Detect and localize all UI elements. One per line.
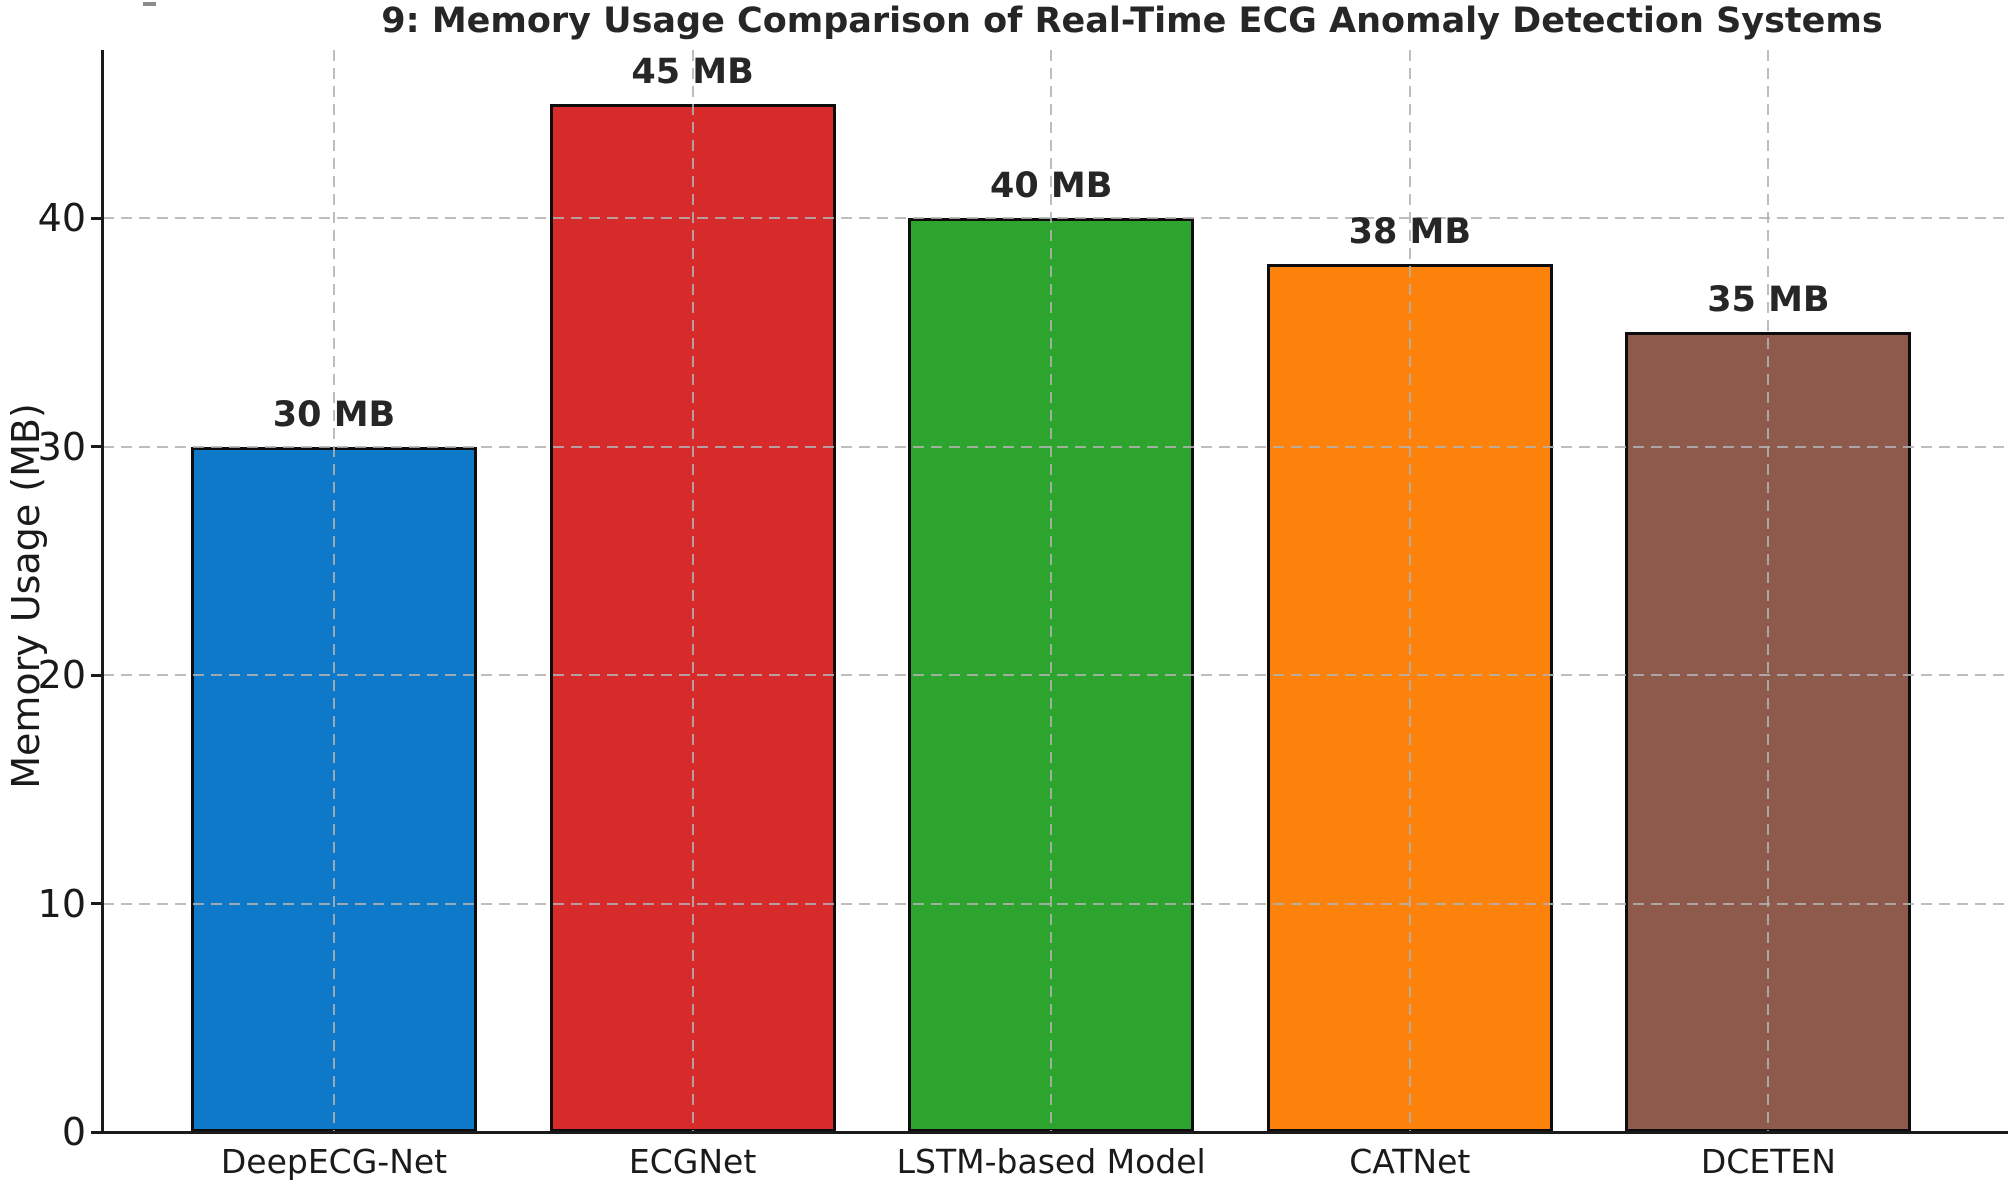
vertical-gridline [333,50,335,1132]
y-axis-line [101,50,104,1134]
horizontal-gridline [103,445,2008,448]
y-tick-mark [91,1130,103,1134]
bar-value-label: 45 MB [631,51,754,92]
y-tick-mark [91,902,103,905]
vertical-gridline [1408,50,1411,1132]
y-tick-mark [91,673,103,677]
horizontal-gridline [103,217,2008,219]
horizontal-gridline [103,902,2008,905]
y-tick-label: 10 [37,881,86,926]
chart-title: 9: Memory Usage Comparison of Real-Time … [381,1,1883,41]
y-tick-label: 20 [37,653,86,697]
bar-value-label: 30 MB [272,394,396,435]
y-tick-mark [91,216,103,220]
y-tick-mark [91,445,103,448]
y-tick-label: 0 [61,1110,86,1154]
x-tick-label-ecgnet: ECGNet [628,1142,757,1181]
y-axis-label: Memory Usage (MB) [4,403,48,789]
y-tick-label: 30 [37,424,86,469]
vertical-gridline [691,50,694,1132]
bar-value-label: 40 MB [989,166,1113,206]
y-tick-label: 40 [37,196,86,240]
x-tick-label-lstm-based-model: LSTM-based Model [896,1142,1206,1181]
stray-mark [143,2,156,6]
bar-value-label: 38 MB [1348,211,1471,252]
x-axis-line [101,1131,2008,1134]
x-tick-label-dceten: DCETEN [1700,1142,1836,1181]
vertical-gridline [1050,50,1053,1132]
horizontal-gridline [103,674,2008,676]
x-tick-label-deepecg-net: DeepECG-Net [220,1142,448,1181]
bar-value-label: 35 MB [1707,280,1830,321]
vertical-gridline [1767,50,1770,1132]
x-tick-label-catnet: CATNet [1349,1142,1471,1181]
